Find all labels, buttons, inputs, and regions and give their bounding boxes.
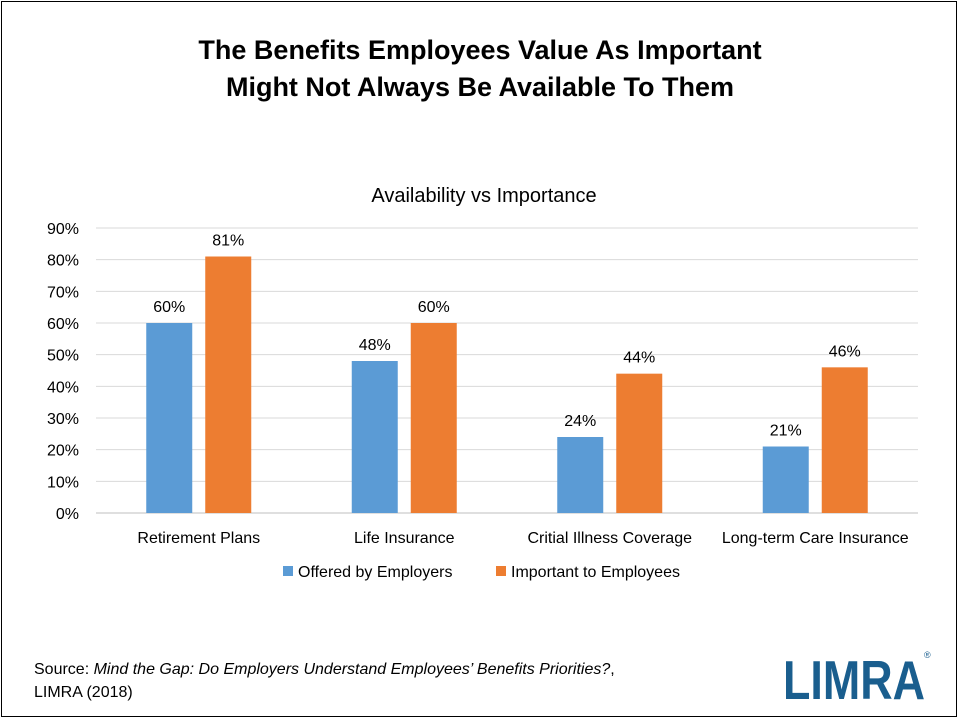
legend-swatch-1 <box>496 566 506 576</box>
legend-swatch-0 <box>283 566 293 576</box>
data-label: 81% <box>212 233 244 250</box>
title-line-2: Might Not Always Be Available To Them <box>225 72 735 102</box>
source-title: Mind the Gap: Do Employers Understand Em… <box>93 661 611 678</box>
bar-offered-2 <box>557 437 604 513</box>
title-line-1: The Benefits Employees Value As Importan… <box>198 35 762 65</box>
source-note: Source: Mind the Gap: Do Employers Under… <box>34 658 615 704</box>
x-category-label: Long-term Care Insurance <box>722 530 909 547</box>
data-label: 46% <box>829 343 861 360</box>
y-tick-label: 50% <box>47 348 79 365</box>
limra-logo: LIMRA ® <box>783 649 931 703</box>
logo-wordmark: LIMRA <box>783 649 925 703</box>
y-tick-label: 20% <box>47 443 79 460</box>
data-label: 24% <box>564 413 596 430</box>
bar-chart: Availability vs Importance 0% 10% 20% 30% 40%… <box>47 185 918 581</box>
slide-title: The Benefits Employees Value As Importan… <box>0 32 960 106</box>
y-tick-label: 90% <box>47 221 79 238</box>
bar-offered-1 <box>351 361 398 513</box>
bar-offered-3 <box>762 446 809 513</box>
chart-title: Availability vs Importance <box>371 185 596 207</box>
legend-label: Important to Employees <box>511 564 680 581</box>
legend-label: Offered by Employers <box>298 564 452 581</box>
source-suffix: , <box>610 661 615 678</box>
source-prefix: Source: <box>34 661 94 678</box>
x-category-label: Retirement Plans <box>137 530 260 547</box>
bar-important-3 <box>821 367 868 513</box>
bar-offered-0 <box>146 323 193 513</box>
x-category-label: Life Insurance <box>354 530 455 547</box>
y-tick-label: 40% <box>47 379 79 396</box>
y-tick-label: 10% <box>47 474 79 491</box>
data-label: 60% <box>153 299 185 316</box>
y-tick-label: 0% <box>56 506 79 523</box>
bar-important-0 <box>205 256 252 513</box>
data-label: 48% <box>359 337 391 354</box>
y-tick-label: 80% <box>47 253 79 270</box>
source-publisher: LIMRA (2018) <box>34 684 133 701</box>
bar-important-2 <box>616 373 663 513</box>
y-tick-label: 70% <box>47 284 79 301</box>
y-tick-label: 30% <box>47 411 79 428</box>
logo-registered-mark: ® <box>924 650 931 660</box>
data-label: 60% <box>418 299 450 316</box>
bar-important-1 <box>410 323 457 513</box>
y-tick-label: 60% <box>47 316 79 333</box>
data-label: 21% <box>770 423 802 440</box>
data-label: 44% <box>623 350 655 367</box>
x-category-label: Critial Illness Coverage <box>527 530 692 547</box>
